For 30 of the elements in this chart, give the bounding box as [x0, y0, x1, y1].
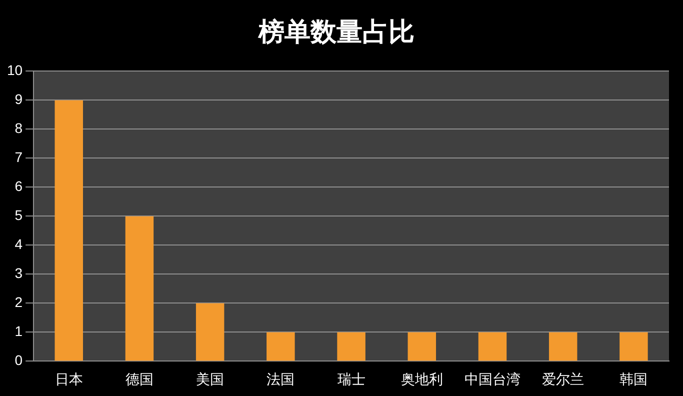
- y-tick-label: 8: [14, 120, 23, 136]
- y-tick-label: 10: [6, 62, 23, 78]
- chart-title: 榜单数量占比: [258, 17, 414, 48]
- bar: [54, 100, 83, 361]
- bar: [620, 332, 648, 361]
- y-tick-label: 9: [14, 91, 23, 108]
- x-tick-label: 日本: [54, 372, 83, 388]
- y-tick-label: 4: [14, 236, 23, 252]
- bar: [337, 332, 366, 361]
- x-tick-label: 美国: [196, 372, 224, 388]
- x-tick-label: 中国台湾: [464, 372, 520, 388]
- y-tick-label: 7: [14, 149, 23, 166]
- y-tick-label: 5: [14, 207, 23, 224]
- y-tick-label: 3: [14, 265, 23, 282]
- x-tick-label: 爱尔兰: [542, 372, 584, 388]
- x-tick-label: 韩国: [620, 372, 648, 388]
- bar: [266, 332, 295, 361]
- x-tick-label: 法国: [266, 372, 295, 388]
- x-tick-label: 德国: [125, 372, 154, 388]
- x-tick-label: 奥地利: [400, 372, 443, 388]
- x-tick-label: 瑞士: [337, 372, 366, 388]
- bar: [478, 332, 507, 361]
- y-tick-label: 2: [14, 294, 23, 310]
- bar: [196, 303, 224, 361]
- y-tick-label: 1: [14, 323, 23, 340]
- y-tick-label: 0: [14, 352, 23, 368]
- bar: [125, 216, 154, 361]
- y-tick-label: 6: [14, 178, 23, 194]
- bar: [408, 332, 436, 361]
- bar: [548, 332, 578, 361]
